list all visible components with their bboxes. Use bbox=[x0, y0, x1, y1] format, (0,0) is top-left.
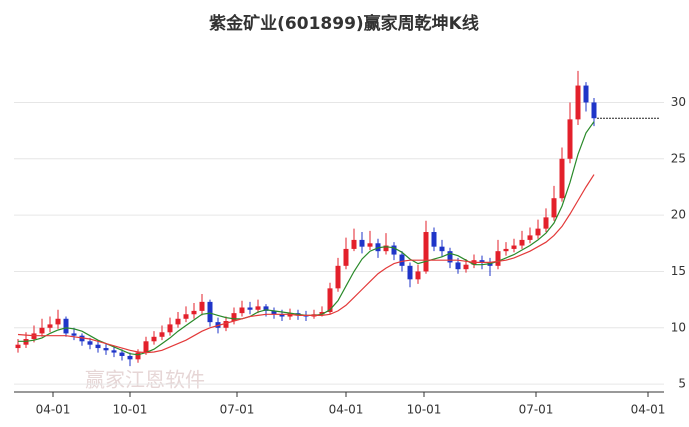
candle-body bbox=[335, 265, 341, 289]
candle-body bbox=[71, 333, 77, 336]
y-tick-label: 10 bbox=[671, 320, 686, 334]
candle-body bbox=[231, 313, 237, 322]
candle-body bbox=[263, 306, 269, 311]
candle-body bbox=[359, 239, 365, 247]
chart-title: 紫金矿业(601899)赢家周乾坤K线 bbox=[209, 13, 479, 34]
y-tick-label: 25 bbox=[671, 151, 686, 165]
candle-body bbox=[383, 245, 389, 252]
candle-body bbox=[63, 318, 69, 334]
x-tick-label: 10-01 bbox=[113, 403, 148, 417]
candle-body bbox=[239, 307, 245, 314]
candle-body bbox=[455, 262, 461, 270]
candle-body bbox=[127, 355, 133, 360]
candle-body bbox=[159, 332, 165, 337]
candle-body bbox=[575, 85, 581, 120]
x-tick-label: 04-01 bbox=[329, 403, 364, 417]
candle-body bbox=[431, 232, 437, 247]
candle-body bbox=[167, 324, 173, 333]
candle-body bbox=[223, 321, 229, 328]
x-tick-label: 07-01 bbox=[220, 403, 255, 417]
candle-body bbox=[143, 341, 149, 353]
candle-body bbox=[351, 239, 357, 249]
candle-body bbox=[319, 312, 325, 315]
candle-body bbox=[495, 251, 501, 266]
candle-body bbox=[551, 198, 557, 218]
candle-body bbox=[503, 248, 509, 252]
candle-body bbox=[519, 239, 525, 246]
candle-body bbox=[47, 324, 53, 328]
candle-body bbox=[543, 217, 549, 229]
candle-body bbox=[559, 158, 565, 199]
candle-body bbox=[591, 102, 597, 119]
candle-body bbox=[527, 235, 533, 240]
candle-body bbox=[271, 310, 277, 315]
candle-body bbox=[191, 310, 197, 315]
candle-body bbox=[407, 265, 413, 280]
watermark: 赢家江恩软件 bbox=[85, 368, 205, 392]
candle-body bbox=[103, 348, 109, 351]
candle-body bbox=[87, 341, 93, 345]
candle-body bbox=[95, 344, 101, 349]
candle-body bbox=[327, 288, 333, 313]
x-tick-label: 04-01 bbox=[631, 403, 666, 417]
y-tick-label: 5 bbox=[678, 377, 686, 391]
x-tick-label: 04-01 bbox=[36, 403, 71, 417]
candle-body bbox=[247, 307, 253, 310]
x-tick-label: 07-01 bbox=[519, 403, 554, 417]
candle-body bbox=[119, 352, 125, 356]
candle-body bbox=[567, 119, 573, 159]
candle-body bbox=[439, 246, 445, 252]
candle-body bbox=[39, 327, 45, 334]
y-tick-label: 20 bbox=[671, 208, 686, 222]
candle-body bbox=[583, 85, 589, 103]
candle-body bbox=[415, 271, 421, 280]
moving-average-line bbox=[17, 174, 595, 354]
candle-body bbox=[135, 352, 141, 360]
x-tick-label: 10-01 bbox=[407, 403, 442, 417]
candle-body bbox=[279, 314, 285, 317]
candle-body bbox=[479, 260, 485, 263]
candle-body bbox=[183, 314, 189, 319]
candle-body bbox=[15, 344, 21, 349]
candle-body bbox=[423, 232, 429, 272]
candle-body bbox=[207, 301, 213, 323]
y-tick-label: 30 bbox=[671, 95, 686, 109]
candle-body bbox=[463, 264, 469, 270]
candle-body bbox=[199, 301, 205, 311]
candle-body bbox=[175, 318, 181, 325]
candle-body bbox=[55, 318, 61, 325]
y-tick-label: 15 bbox=[671, 264, 686, 278]
candle-body bbox=[255, 306, 261, 310]
candle-body bbox=[447, 251, 453, 263]
candle-body bbox=[391, 245, 397, 255]
candle-body bbox=[151, 336, 157, 342]
candle-body bbox=[111, 350, 117, 353]
candle-body bbox=[535, 228, 541, 236]
candle-body bbox=[367, 243, 373, 247]
candle-body bbox=[511, 245, 517, 249]
candle-body bbox=[399, 254, 405, 266]
candle-body bbox=[343, 248, 349, 266]
